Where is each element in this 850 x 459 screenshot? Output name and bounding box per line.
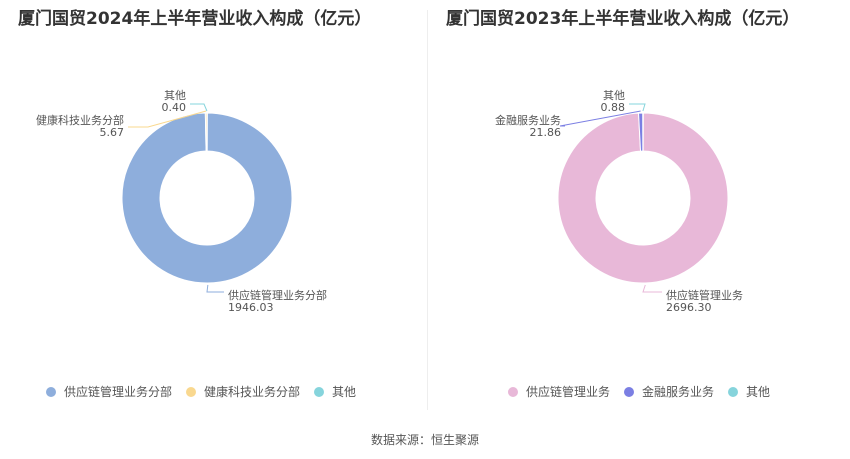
slice-name-label-1: 金融服务业务 [495, 113, 561, 127]
slice-value-label-2: 0.88 [601, 101, 626, 114]
leader-line-2 [190, 103, 208, 112]
legend-label-other: 其他 [746, 385, 771, 399]
slice-value-label-0: 1946.03 [228, 301, 274, 314]
legend-2023: 供应链管理业务 金融服务业务 其他 [508, 383, 784, 400]
legend-item-other[interactable]: 其他 [314, 383, 356, 400]
legend-item-financial[interactable]: 金融服务业务 [624, 383, 714, 400]
slice-value-label-1: 21.86 [530, 126, 562, 139]
donut-slice-0[interactable] [557, 112, 729, 284]
legend-dot-health-tech [186, 386, 197, 397]
legend-item-other[interactable]: 其他 [728, 383, 770, 400]
legend-label-supply-chain: 供应链管理业务分部 [64, 385, 173, 399]
chart-title-2024: 厦门国贸2024年上半年营业收入构成（亿元） [18, 9, 372, 29]
slice-name-label-1: 健康科技业务分部 [36, 113, 124, 127]
legend-label-supply-chain: 供应链管理业务 [526, 385, 611, 399]
data-source: 数据来源：恒生聚源 [370, 433, 479, 447]
legend-item-supply-chain[interactable]: 供应链管理业务分部 [46, 383, 172, 400]
legend-dot-other [728, 386, 739, 397]
slice-value-label-2: 0.40 [162, 101, 187, 114]
legend-dot-supply-chain [46, 386, 56, 397]
legend-item-health-tech[interactable]: 健康科技业务分部 [186, 383, 300, 400]
legend-dot-financial [624, 386, 635, 397]
leader-line-2 [629, 103, 646, 112]
legend-2024: 供应链管理业务分部 健康科技业务分部 其他 [46, 383, 370, 400]
slice-name-label-0: 供应链管理业务 [666, 288, 743, 302]
legend-dot-other [314, 386, 325, 397]
slice-name-label-0: 供应链管理业务分部 [228, 288, 327, 302]
donut-slice-2[interactable] [206, 112, 208, 152]
slice-value-label-1: 5.67 [100, 126, 125, 139]
legend-label-financial: 金融服务业务 [642, 385, 715, 399]
legend-item-supply-chain[interactable]: 供应链管理业务 [508, 383, 610, 400]
donut-slice-0[interactable] [121, 112, 293, 284]
slice-name-label-2: 其他 [164, 89, 186, 102]
leader-line-0 [206, 284, 224, 293]
leader-line-1 [559, 110, 641, 127]
slice-name-label-2: 其他 [603, 89, 625, 102]
donut-slice-2[interactable] [642, 112, 644, 152]
legend-label-health-tech: 健康科技业务分部 [204, 385, 301, 399]
slice-value-label-0: 2696.30 [666, 301, 712, 314]
leader-line-1 [128, 110, 207, 128]
legend-label-other: 其他 [332, 385, 357, 399]
chart-title-2023: 厦门国贸2023年上半年营业收入构成（亿元） [446, 9, 800, 29]
leader-line-0 [642, 284, 662, 293]
divider [427, 10, 428, 410]
legend-dot-supply-chain [508, 386, 518, 397]
